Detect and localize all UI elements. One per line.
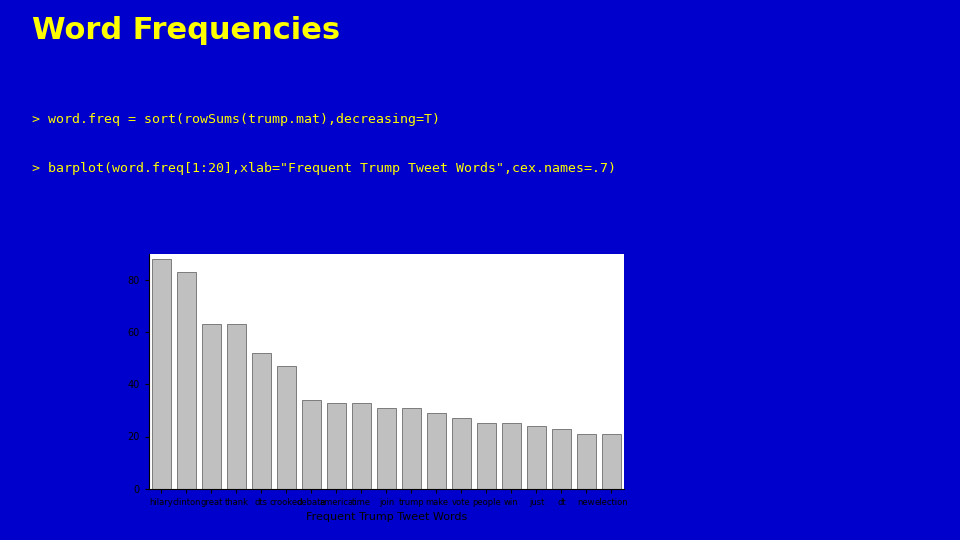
Bar bbox=[327, 403, 346, 489]
Bar bbox=[302, 400, 321, 489]
Bar bbox=[252, 353, 271, 489]
Bar bbox=[377, 408, 396, 489]
Text: Word Frequencies: Word Frequencies bbox=[32, 16, 340, 45]
Bar bbox=[452, 418, 470, 489]
Bar bbox=[177, 272, 196, 489]
Bar bbox=[352, 403, 371, 489]
Bar bbox=[427, 413, 445, 489]
Bar bbox=[552, 429, 571, 489]
Bar bbox=[402, 408, 420, 489]
Text: > word.freq = sort(rowSums(trump.mat),decreasing=T): > word.freq = sort(rowSums(trump.mat),de… bbox=[32, 113, 440, 126]
Bar bbox=[152, 259, 171, 489]
Text: > barplot(word.freq[1:20],xlab="Frequent Trump Tweet Words",cex.names=.7): > barplot(word.freq[1:20],xlab="Frequent… bbox=[32, 162, 615, 175]
Bar bbox=[527, 426, 546, 489]
Bar bbox=[227, 324, 246, 489]
Bar bbox=[602, 434, 621, 489]
Bar bbox=[277, 366, 296, 489]
Bar bbox=[502, 423, 521, 489]
Bar bbox=[577, 434, 596, 489]
X-axis label: Frequent Trump Tweet Words: Frequent Trump Tweet Words bbox=[306, 512, 467, 522]
Bar bbox=[477, 423, 495, 489]
Bar bbox=[202, 324, 221, 489]
